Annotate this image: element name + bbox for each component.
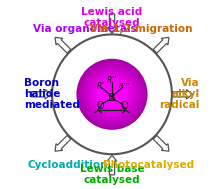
Circle shape — [101, 84, 123, 105]
FancyArrow shape — [55, 37, 71, 53]
Circle shape — [90, 72, 134, 117]
Circle shape — [87, 69, 137, 119]
FancyArrow shape — [55, 136, 71, 151]
FancyArrow shape — [107, 155, 117, 175]
Text: Lewis base
catalysed: Lewis base catalysed — [80, 164, 144, 185]
Circle shape — [77, 60, 147, 129]
Circle shape — [82, 64, 142, 125]
Circle shape — [108, 90, 116, 99]
Circle shape — [100, 83, 124, 106]
Circle shape — [95, 77, 129, 111]
Circle shape — [76, 59, 148, 130]
Circle shape — [99, 82, 125, 107]
Circle shape — [108, 91, 116, 98]
Circle shape — [109, 92, 115, 97]
FancyArrow shape — [173, 90, 192, 99]
Circle shape — [93, 76, 131, 113]
FancyArrow shape — [153, 37, 169, 53]
FancyArrow shape — [32, 90, 51, 99]
Text: B: B — [108, 93, 116, 103]
Text: Boron
halide
mediated: Boron halide mediated — [24, 78, 80, 111]
Circle shape — [79, 61, 145, 127]
Circle shape — [104, 86, 120, 102]
Text: Via
alkyl
radical: Via alkyl radical — [160, 78, 200, 111]
Circle shape — [91, 73, 133, 116]
Circle shape — [80, 62, 144, 126]
Circle shape — [96, 78, 128, 110]
Text: Via organometals: Via organometals — [33, 24, 137, 34]
Circle shape — [103, 85, 121, 103]
Circle shape — [81, 63, 143, 125]
Text: Photocatalysed: Photocatalysed — [103, 160, 194, 170]
Circle shape — [97, 79, 127, 109]
Circle shape — [98, 80, 126, 108]
Circle shape — [102, 84, 122, 104]
Circle shape — [85, 68, 139, 121]
Circle shape — [94, 77, 130, 112]
Circle shape — [105, 87, 119, 101]
Text: R’’: R’’ — [107, 76, 117, 85]
Circle shape — [84, 67, 140, 122]
Text: Via 1,2-migration: Via 1,2-migration — [90, 24, 192, 34]
Circle shape — [52, 34, 172, 154]
Circle shape — [86, 68, 138, 120]
Text: Lewis acid
catalysed: Lewis acid catalysed — [81, 7, 143, 28]
FancyArrow shape — [153, 136, 169, 151]
Text: O: O — [96, 101, 104, 111]
Circle shape — [88, 70, 136, 118]
Text: O: O — [120, 101, 128, 111]
Circle shape — [110, 92, 114, 96]
Circle shape — [93, 75, 131, 114]
FancyArrow shape — [107, 14, 117, 33]
Text: Cycloaddition: Cycloaddition — [28, 160, 108, 170]
Circle shape — [92, 74, 132, 115]
Circle shape — [111, 93, 113, 95]
Circle shape — [99, 81, 125, 108]
Circle shape — [106, 88, 118, 101]
Circle shape — [83, 65, 141, 124]
Circle shape — [84, 66, 140, 123]
Circle shape — [89, 71, 135, 117]
Text: R’: R’ — [97, 82, 104, 91]
Text: R’’’: R’’’ — [119, 83, 130, 89]
Circle shape — [107, 89, 117, 100]
Circle shape — [78, 60, 146, 128]
